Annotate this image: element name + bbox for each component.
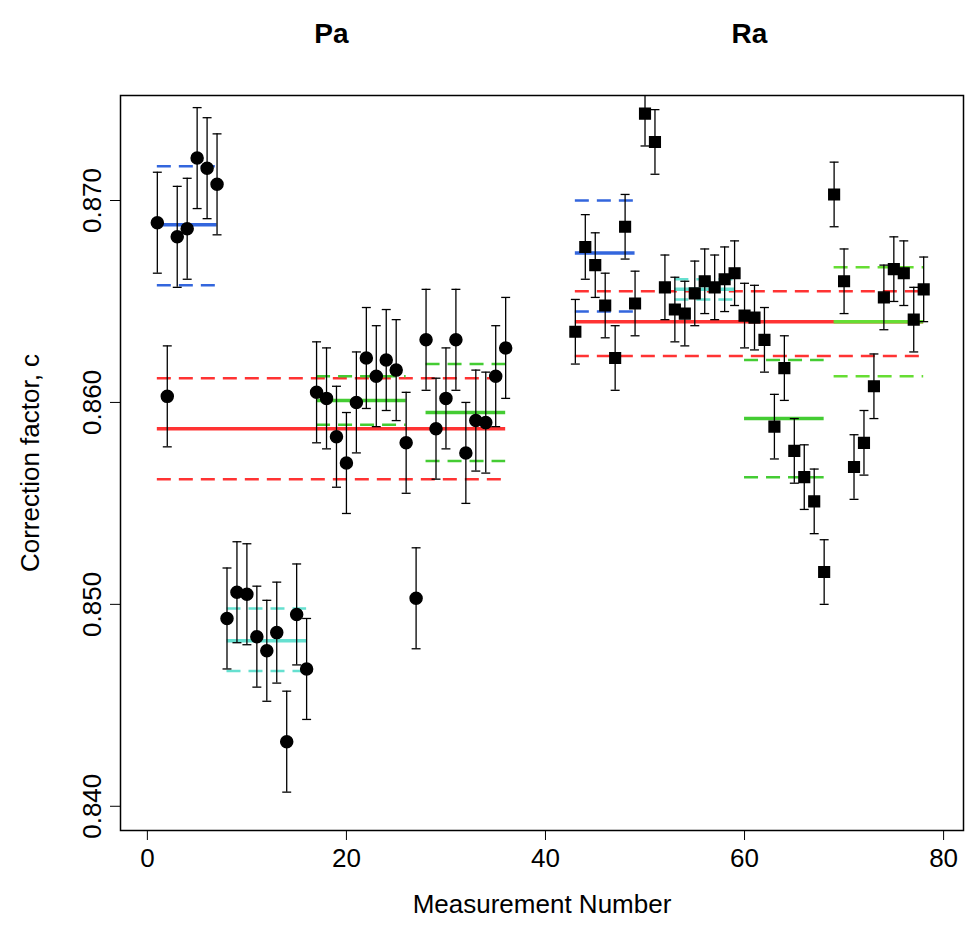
svg-text:Measurement Number: Measurement Number — [413, 889, 672, 919]
svg-text:20: 20 — [332, 843, 361, 873]
svg-text:0.870: 0.870 — [77, 168, 107, 233]
svg-text:0.840: 0.840 — [77, 774, 107, 839]
svg-text:80: 80 — [929, 843, 958, 873]
svg-text:0.860: 0.860 — [77, 370, 107, 435]
svg-text:40: 40 — [531, 843, 560, 873]
svg-text:Correction factor, c: Correction factor, c — [15, 354, 45, 572]
svg-text:Ra: Ra — [732, 18, 768, 49]
svg-text:Pa: Pa — [314, 18, 349, 49]
svg-text:60: 60 — [730, 843, 759, 873]
svg-text:0: 0 — [140, 843, 154, 873]
svg-text:0.850: 0.850 — [77, 572, 107, 637]
